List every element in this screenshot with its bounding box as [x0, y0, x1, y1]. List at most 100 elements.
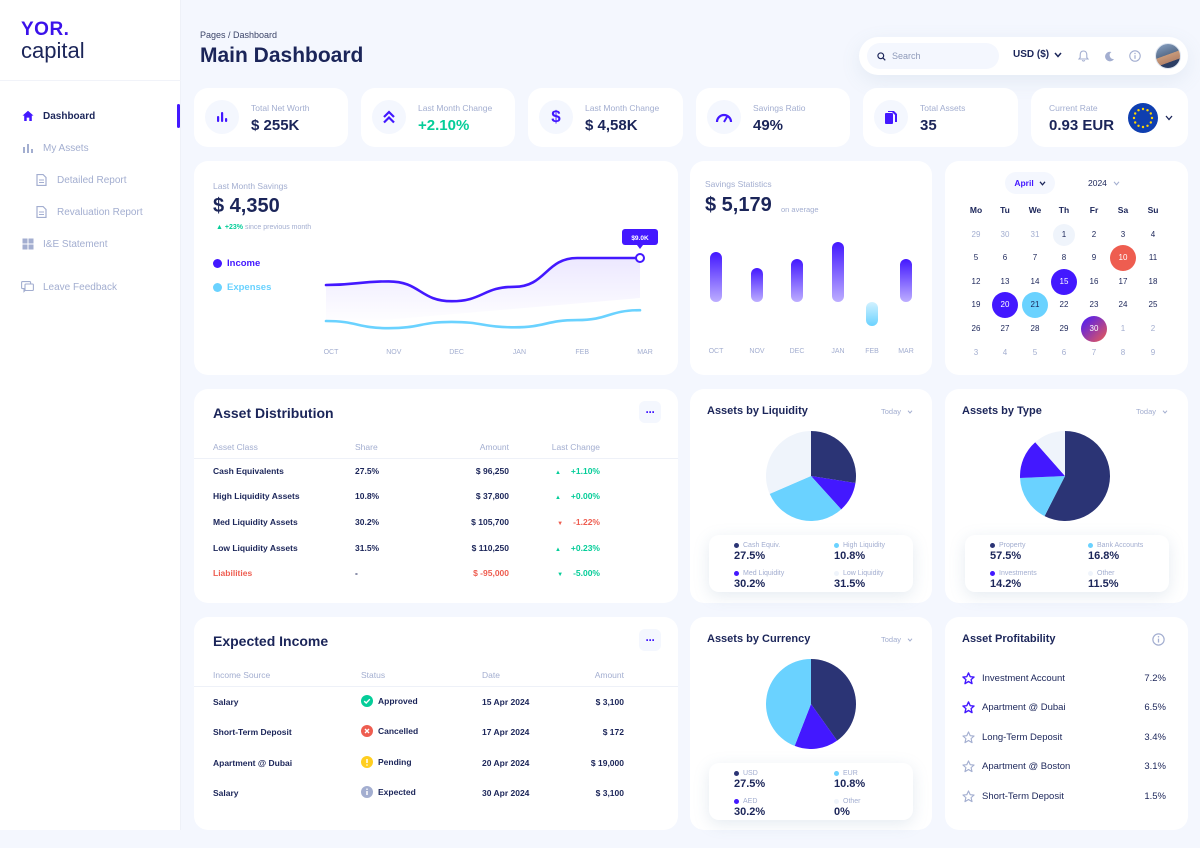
year-select[interactable]: 2024: [1088, 178, 1120, 188]
info-icon[interactable]: [1152, 633, 1165, 646]
calendar-day[interactable]: 14: [1030, 277, 1040, 286]
sidebar-item-detailed-report[interactable]: Detailed Report: [35, 172, 126, 188]
pie-slice-usd[interactable]: [811, 659, 856, 741]
table-row[interactable]: Low Liquidity Assets 31.5% $ 110,250 ▲ +0…: [194, 535, 678, 561]
calendar-day[interactable]: 16: [1089, 277, 1099, 286]
profitability-row[interactable]: Apartment @ Boston 3.1%: [962, 760, 1166, 773]
more-options-button[interactable]: ···: [639, 401, 661, 423]
pie-slice-aed[interactable]: [766, 659, 811, 746]
calendar-day[interactable]: 2: [1091, 230, 1097, 239]
bar[interactable]: [866, 302, 878, 326]
bar[interactable]: [900, 259, 912, 302]
calendar-day[interactable]: 20: [992, 292, 1018, 318]
bar[interactable]: [751, 268, 763, 302]
table-row[interactable]: Cash Equivalents 27.5% $ 96,250 ▲ +1.10%: [194, 458, 678, 484]
pie-slice-med-liquidity[interactable]: [769, 476, 842, 521]
profitability-row[interactable]: Short-Term Deposit 1.5%: [962, 790, 1166, 803]
calendar-day[interactable]: 25: [1148, 300, 1158, 309]
calendar-day[interactable]: 3: [1120, 230, 1126, 239]
table-row[interactable]: Apartment @ Dubai Pending 20 Apr 2024 $ …: [194, 747, 678, 778]
calendar-day[interactable]: 10: [1110, 245, 1136, 271]
calendar-day[interactable]: 12: [971, 277, 981, 286]
table-row[interactable]: High Liquidity Assets 10.8% $ 37,800 ▲ +0…: [194, 484, 678, 510]
calendar-day[interactable]: 1: [1120, 324, 1126, 333]
calendar-day[interactable]: 21: [1022, 292, 1048, 318]
profitability-row[interactable]: Long-Term Deposit 3.4%: [962, 731, 1166, 744]
calendar-day[interactable]: 1: [1053, 224, 1075, 246]
sidebar-item-dashboard[interactable]: Dashboard: [21, 108, 95, 124]
pie-slice-property[interactable]: [1044, 431, 1110, 521]
calendar-day[interactable]: 28: [1030, 324, 1040, 333]
month-select[interactable]: April: [1005, 172, 1055, 194]
legend-income[interactable]: Income: [213, 258, 260, 269]
calendar-day[interactable]: 27: [1000, 324, 1010, 333]
stat-card-current-rate[interactable]: Current Rate 0.93 EUR: [1031, 88, 1188, 147]
info-icon[interactable]: [1127, 48, 1143, 64]
calendar-day[interactable]: 23: [1089, 300, 1099, 309]
pie-slice-high-liquidity[interactable]: [811, 476, 856, 510]
table-row[interactable]: Short-Term Deposit Cancelled 17 Apr 2024…: [194, 717, 678, 748]
period-select[interactable]: Today: [881, 407, 913, 416]
pie-slice-investments[interactable]: [1020, 442, 1065, 478]
calendar-day[interactable]: 8: [1061, 253, 1067, 262]
calendar-day[interactable]: 3: [973, 348, 979, 357]
period-select[interactable]: Today: [1136, 407, 1168, 416]
currency-select[interactable]: USD ($): [1013, 49, 1062, 60]
table-row[interactable]: Med Liquidity Assets 30.2% $ 105,700 ▼ -1…: [194, 509, 678, 535]
bar[interactable]: [710, 252, 722, 302]
calendar-day[interactable]: 11: [1148, 253, 1158, 262]
calendar-day[interactable]: 26: [971, 324, 981, 333]
pie-slice-eur[interactable]: [794, 704, 838, 749]
calendar-day[interactable]: 5: [1032, 348, 1038, 357]
calendar-day[interactable]: 30: [1000, 230, 1010, 239]
bar[interactable]: [832, 242, 844, 302]
calendar-day[interactable]: 15: [1051, 269, 1077, 295]
breadcrumb[interactable]: Pages / Dashboard: [200, 30, 278, 40]
calendar-day[interactable]: 6: [1002, 253, 1008, 262]
table-row[interactable]: Salary Expected 30 Apr 2024 $ 3,100: [194, 778, 678, 809]
calendar-day[interactable]: 5: [973, 253, 979, 262]
table-row[interactable]: Salary Approved 15 Apr 2024 $ 3,100: [194, 686, 678, 717]
calendar-day[interactable]: 29: [1059, 324, 1069, 333]
calendar-day[interactable]: 6: [1061, 348, 1067, 357]
legend-expenses[interactable]: Expenses: [213, 282, 271, 293]
pie-slice-low-liquidity[interactable]: [766, 431, 811, 494]
calendar-day[interactable]: 30: [1081, 316, 1107, 342]
calendar-day[interactable]: 24: [1118, 300, 1128, 309]
highlight-point[interactable]: [635, 253, 645, 263]
pie-slice-other[interactable]: [1035, 431, 1065, 476]
pie-slice-cash-equiv-[interactable]: [811, 431, 856, 484]
calendar-day[interactable]: 31: [1030, 230, 1040, 239]
calendar-day[interactable]: 7: [1032, 253, 1038, 262]
sidebar-item-revaluation-report[interactable]: Revaluation Report: [35, 204, 143, 220]
period-select[interactable]: Today: [881, 635, 913, 644]
bell-icon[interactable]: [1075, 48, 1091, 64]
calendar-day[interactable]: 7: [1091, 348, 1097, 357]
calendar-day[interactable]: 13: [1000, 277, 1010, 286]
search-input[interactable]: [892, 51, 992, 61]
chevron-down-icon[interactable]: [1165, 115, 1173, 121]
sidebar-item-leave-feedback[interactable]: Leave Feedback: [21, 279, 117, 295]
calendar-day[interactable]: 9: [1091, 253, 1097, 262]
calendar-day[interactable]: 2: [1150, 324, 1156, 333]
search-box[interactable]: [867, 43, 999, 69]
profitability-row[interactable]: Investment Account 7.2%: [962, 672, 1166, 685]
pie-slice-bank-accounts[interactable]: [1020, 476, 1065, 517]
table-row[interactable]: Liabilities - $ -95,000 ▼ -5.00%: [194, 560, 678, 586]
calendar-day[interactable]: 17: [1118, 277, 1128, 286]
calendar-day[interactable]: 18: [1148, 277, 1158, 286]
profitability-row[interactable]: Apartment @ Dubai 6.5%: [962, 701, 1166, 714]
calendar-day[interactable]: 4: [1150, 230, 1156, 239]
calendar-day[interactable]: 4: [1002, 348, 1008, 357]
calendar-day[interactable]: 29: [971, 230, 981, 239]
calendar-day[interactable]: 8: [1120, 348, 1126, 357]
more-options-button[interactable]: ···: [639, 629, 661, 651]
moon-icon[interactable]: [1101, 48, 1117, 64]
calendar-day[interactable]: 19: [971, 300, 981, 309]
calendar-day[interactable]: 22: [1059, 300, 1069, 309]
avatar[interactable]: [1155, 43, 1181, 69]
sidebar-item-my-assets[interactable]: My Assets: [21, 140, 89, 156]
calendar-day[interactable]: 9: [1150, 348, 1156, 357]
bar[interactable]: [791, 259, 803, 302]
sidebar-item-ie-statement[interactable]: I&E Statement: [21, 236, 107, 252]
